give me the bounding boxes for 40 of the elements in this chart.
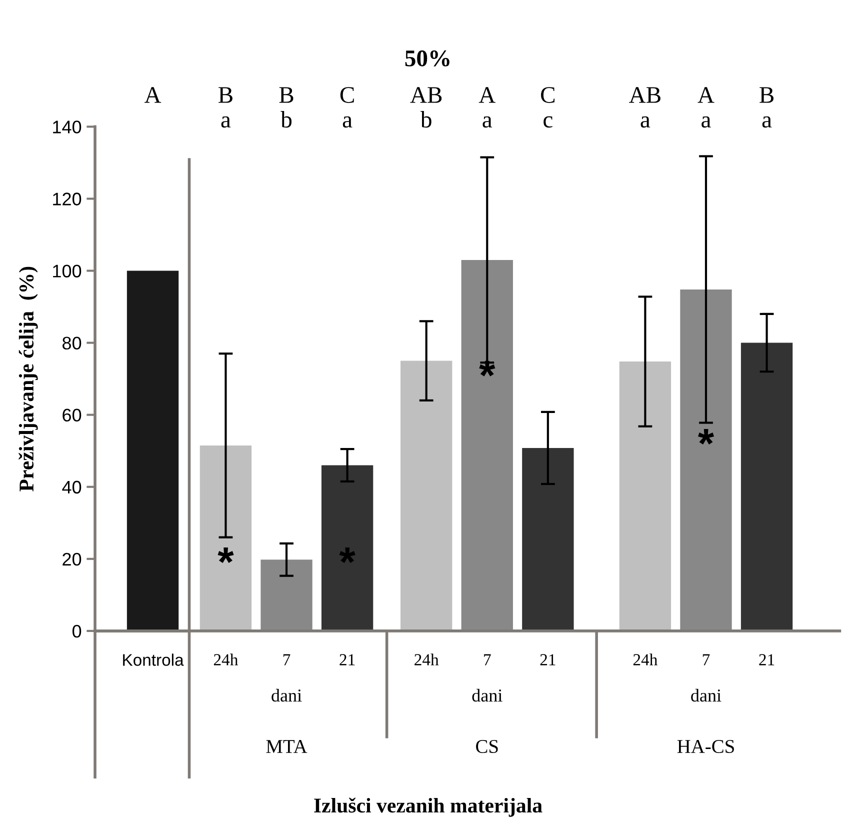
y-tick-label: 140 [53,120,82,134]
text: A [144,87,162,103]
text: CS [476,740,498,754]
text: HA-CS [677,740,734,754]
y-axis-title: Preživljavanje ćelija (%) [18,266,38,492]
annotation: B a [760,87,774,128]
x-tick-label: 21 [540,654,556,666]
text: dani [272,688,302,702]
y-tick-label: 20 [62,552,82,566]
text: dani [691,688,722,702]
y-tick-label: 120 [53,192,82,206]
annotation: C a [340,87,354,128]
annotation: AB b [410,87,442,128]
annotation: * [218,547,234,563]
x-tick-label: 21 [340,654,355,666]
x-tick-label: 7 [702,654,710,666]
text: MTA [266,740,308,753]
y-tick-label: 40 [62,480,82,494]
text: Izlušci vezanih materijala [314,798,542,817]
y-tick-label: 0 [72,624,82,638]
text: dani [472,688,502,702]
annotation: AB a [629,87,660,128]
x-tick-label: 24h [414,654,439,666]
annotation: B a [218,87,232,128]
annotation: A a [698,87,714,128]
annotation: * [698,428,714,444]
x-tick-label: 24h [214,654,238,666]
x-tick-label: Kontrola [123,654,184,666]
y-tick-label: 60 [62,408,82,422]
x-tick-label: 24h [633,654,658,666]
annotation: C c [541,87,554,128]
x-tick-label: 7 [484,654,491,666]
annotation: B b [279,87,294,128]
annotation: * [339,547,356,563]
y-tick-label: 100 [53,264,82,278]
y-tick-label: 80 [62,336,82,350]
annotation: A a [478,87,496,128]
chart-title: 50% [405,50,450,66]
x-tick-label: 21 [759,654,774,666]
x-tick-label: 7 [283,654,290,666]
